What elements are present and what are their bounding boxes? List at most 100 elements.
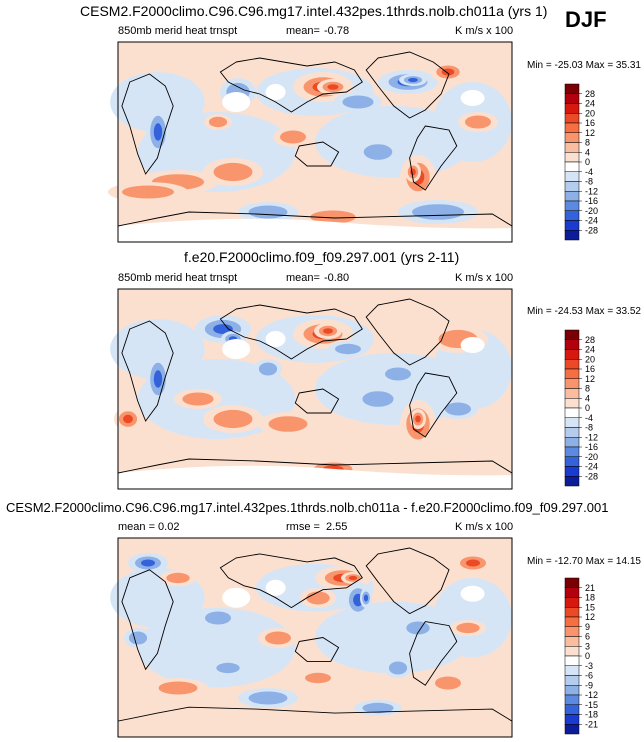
colorbar-tick-label: -4 [585, 413, 593, 423]
colorbar-tick-label: 0 [585, 651, 590, 661]
coastline [294, 388, 340, 414]
colorbar-tick-label: 4 [585, 147, 590, 157]
colorbar-swatch [564, 714, 580, 725]
field-contour [205, 611, 231, 625]
panel-2-mean-value: -0.80 [324, 272, 350, 284]
field-contour [153, 370, 163, 388]
colorbar-swatch [564, 113, 580, 124]
colorbar-swatch [564, 359, 580, 370]
panel-2-mean-label: mean= [286, 272, 320, 284]
colorbar-swatch [564, 407, 580, 418]
field-contour [456, 622, 480, 634]
panel-3-title: CESM2.F2000climo.C96.C96.mg17.intel.432p… [6, 500, 609, 515]
field-contour [306, 591, 330, 605]
panel-1-map [108, 41, 513, 243]
colorbar-tick-label: 12 [585, 128, 595, 138]
colorbar-swatch [564, 636, 580, 647]
colorbar-swatch [564, 626, 580, 637]
colorbar-tick-label: -18 [585, 710, 598, 720]
colorbar-tick-label: 4 [585, 393, 590, 403]
colorbar-swatch [564, 161, 580, 172]
colorbar-tick-label: -24 [585, 462, 598, 472]
colorbar-swatch [564, 417, 580, 428]
colorbar-tick-label: 24 [585, 345, 595, 355]
colorbar-swatch [564, 152, 580, 163]
colorbar-swatch [564, 171, 580, 182]
coastline [121, 73, 174, 175]
colorbar-tick-label: 24 [585, 99, 595, 109]
coastline [294, 637, 340, 662]
map-frame [117, 537, 513, 738]
colorbar-tick-label: -8 [585, 423, 593, 433]
panel-2-variable-label: 850mb merid heat trnspt [118, 272, 238, 284]
panel-3-units: K m/s x 100 [455, 521, 514, 533]
colorbar-swatch [564, 446, 580, 457]
field-contour [362, 702, 394, 714]
colorbar-tick-label: -8 [585, 177, 593, 187]
colorbar-tick-label: -3 [585, 661, 593, 671]
panel-2-minmax: Min = -24.53 Max = 33.52 [527, 306, 641, 317]
colorbar-tick-label: 20 [585, 108, 595, 118]
panel-3-rmse-value: 2.55 [326, 521, 348, 533]
field-wash [315, 353, 473, 425]
colorbar-swatch [564, 646, 580, 657]
colorbar-swatch [564, 704, 580, 715]
field-contour [408, 77, 418, 83]
coastline [219, 304, 363, 360]
field-contour [342, 95, 374, 109]
colorbar-swatch [564, 607, 580, 618]
field-contour [415, 415, 421, 423]
colorbar-tick-label: -24 [585, 216, 598, 226]
panel-3-minmax: Min = -12.70 Max = 14.15 [527, 556, 641, 567]
colorbar-swatch [564, 349, 580, 360]
colorbar-tick-label: 8 [585, 384, 590, 394]
field-contour [182, 392, 214, 406]
colorbar-tick-label: 8 [585, 138, 590, 148]
colorbar-swatch [564, 210, 580, 221]
field-contour [153, 123, 163, 141]
colorbar-swatch [564, 616, 580, 627]
colorbar-swatch [564, 230, 580, 241]
colorbar-tick-label: 12 [585, 374, 595, 384]
colorbar-tick-label: -16 [585, 196, 598, 206]
colorbar-swatch [564, 181, 580, 192]
field-zero-patch [222, 92, 251, 112]
colorbar-swatch [564, 437, 580, 448]
field-wash [315, 601, 473, 674]
field-contour [213, 409, 253, 429]
field-contour [435, 676, 461, 690]
field-contour [248, 691, 288, 705]
field-contour [412, 204, 464, 220]
colorbar-swatch [564, 200, 580, 211]
colorbar-swatch [564, 103, 580, 114]
map-frame [117, 41, 513, 243]
coastline [121, 569, 174, 671]
colorbar-tick-label: 21 [585, 583, 595, 593]
coastline [365, 298, 450, 366]
colorbar-swatch [564, 93, 580, 104]
colorbar-tick-label: -9 [585, 680, 593, 690]
colorbar-swatch [564, 466, 580, 477]
colorbar-tick-label: 9 [585, 622, 590, 632]
field-contour [348, 575, 358, 581]
colorbar-swatch [564, 587, 580, 598]
field-contour [141, 559, 155, 567]
field-contour [441, 68, 455, 76]
panel-3-mean-label: mean = 0.02 [118, 521, 180, 533]
antarctica-mask [118, 218, 512, 242]
colorbar-tick-label: 18 [585, 593, 595, 603]
field-zero-patch [265, 331, 286, 347]
colorbar-tick-label: -28 [585, 225, 598, 235]
colorbar-tick-label: 20 [585, 354, 595, 364]
colorbar-swatch [564, 339, 580, 350]
coastline [365, 51, 450, 119]
colorbar-tick-label: -15 [585, 700, 598, 710]
field-zero-patch [265, 84, 286, 100]
colorbar-swatch [564, 122, 580, 133]
panel-3-rmse-label: rmse = [286, 521, 320, 533]
field-contour [265, 631, 291, 645]
field-contour [445, 402, 471, 416]
colorbar-swatch [564, 694, 580, 705]
field-contour [335, 343, 361, 355]
field-contour [208, 116, 228, 128]
